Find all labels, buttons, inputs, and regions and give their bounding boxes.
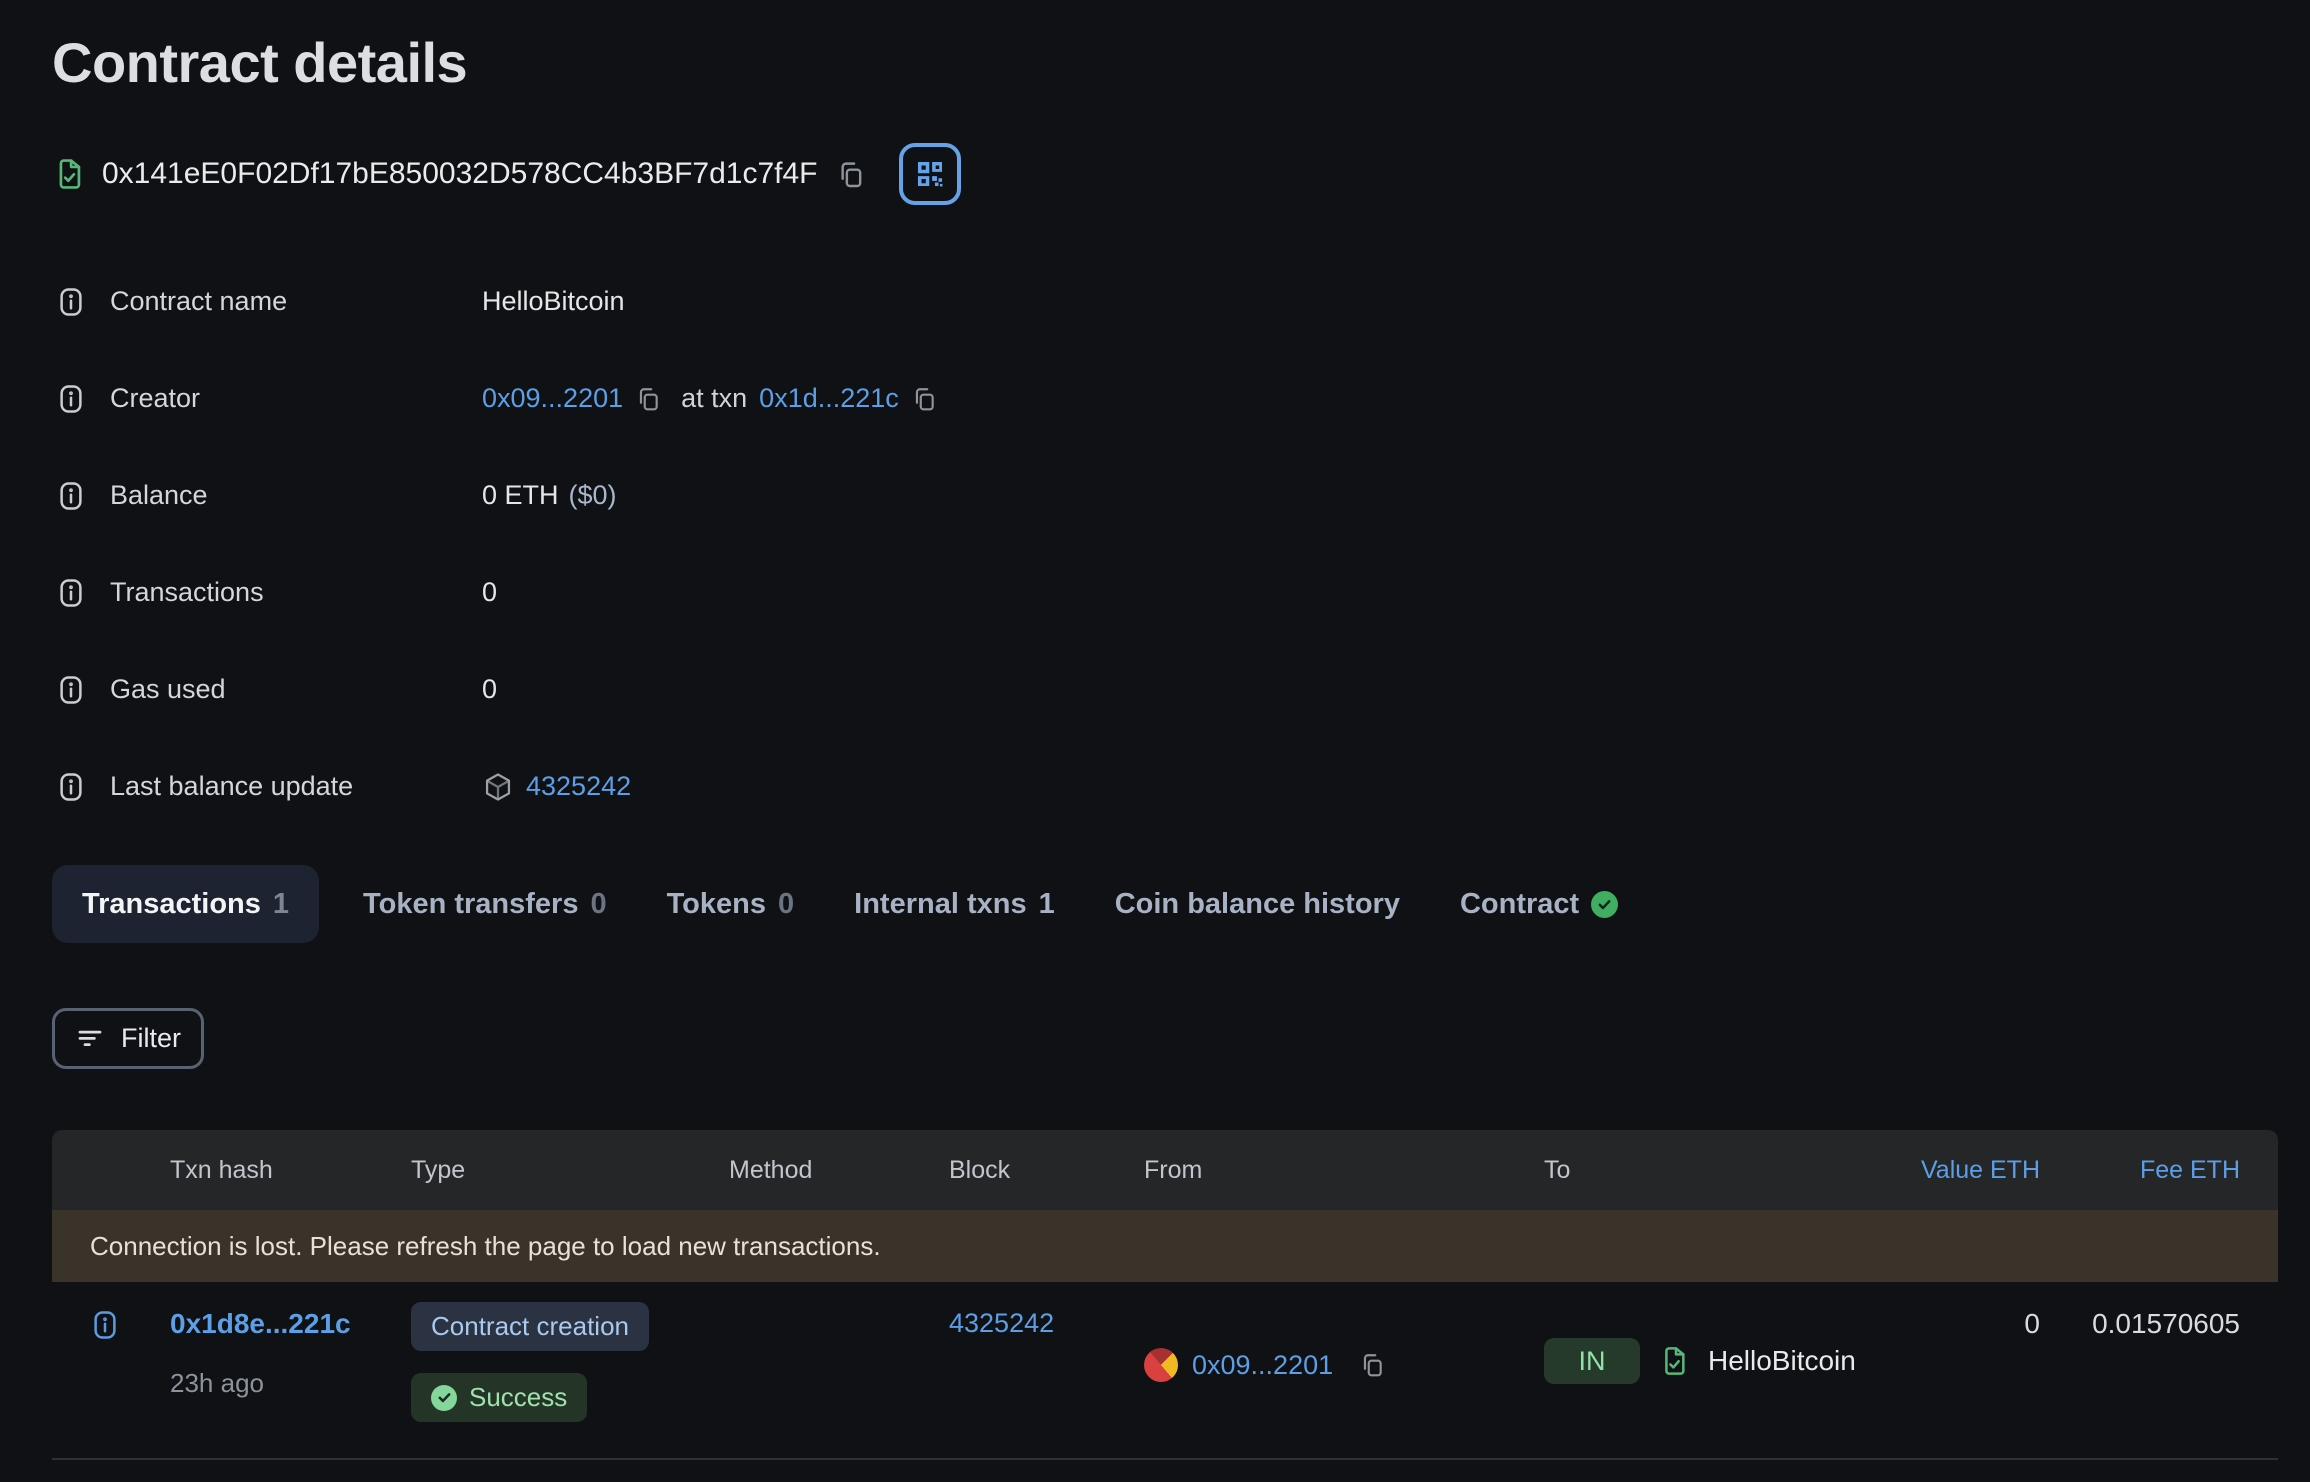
creator-address-link[interactable]: 0x09...2201 — [482, 383, 624, 413]
info-row-transactions: Transactions 0 — [52, 544, 2278, 641]
at-txn-label: at txn — [681, 383, 748, 413]
tab-label: Contract — [1459, 887, 1580, 920]
verified-check-icon — [1591, 890, 1619, 918]
tab-count: 0 — [778, 887, 795, 920]
info-row-creator: Creator 0x09...2201 at txn 0x1d...221c — [52, 350, 2278, 447]
connection-lost-banner: Connection is lost. Please refresh the p… — [52, 1210, 2278, 1282]
filter-button[interactable]: Filter — [52, 1008, 204, 1069]
info-icon[interactable] — [56, 772, 86, 802]
tab-label: Transactions — [82, 887, 261, 920]
from-address-link[interactable]: 0x09...2201 — [1192, 1349, 1334, 1380]
tab-label: Coin balance history — [1114, 887, 1400, 920]
txn-value-cell: 0 — [2024, 1308, 2040, 1339]
contract-info-section: Contract name HelloBitcoin Creator 0x09.… — [52, 253, 2278, 835]
header-to: To — [1544, 1155, 1571, 1184]
header-from: From — [1144, 1155, 1203, 1184]
tab-internal-txns[interactable]: Internal txns 1 — [824, 865, 1085, 943]
filter-label: Filter — [121, 1023, 181, 1053]
txn-type-cell: Contract creation Success — [411, 1282, 729, 1422]
balance-eth: 0 ETH — [482, 480, 559, 510]
info-row-gas-used: Gas used 0 — [52, 641, 2278, 738]
info-icon[interactable] — [56, 481, 86, 511]
last-balance-block-link[interactable]: 4325242 — [526, 771, 632, 801]
label-balance: Balance — [110, 480, 208, 510]
tab-contract[interactable]: Contract — [1430, 865, 1648, 943]
value-creator: 0x09...2201 at txn 0x1d...221c — [482, 383, 937, 414]
label-contract-name: Contract name — [110, 286, 288, 316]
qr-code-button[interactable] — [898, 143, 961, 205]
header-txn-hash: Txn hash — [170, 1155, 273, 1184]
header-fee-eth[interactable]: Fee ETH — [2139, 1155, 2240, 1184]
address-bar: 0x141eE0F02Df17bE850032D578CC4b3BF7d1c7f… — [52, 143, 2278, 205]
contract-file-icon — [52, 157, 86, 191]
status-label: Success — [469, 1382, 568, 1412]
filter-icon — [75, 1024, 105, 1054]
header-method: Method — [729, 1155, 813, 1184]
info-icon[interactable] — [56, 578, 86, 608]
filter-bar: Filter — [52, 1008, 2278, 1069]
header-type: Type — [411, 1155, 466, 1184]
type-badge: Contract creation — [411, 1302, 649, 1351]
transactions-table: Txn hash Type Method Block From To Value… — [52, 1130, 2278, 1460]
tab-label: Internal txns — [854, 887, 1027, 920]
qr-code-icon — [917, 161, 942, 187]
info-icon[interactable] — [56, 384, 86, 414]
info-row-last-balance-update: Last balance update 4325242 — [52, 738, 2278, 835]
label-creator: Creator — [110, 383, 201, 413]
value-balance: 0 ETH ($0) — [482, 480, 617, 511]
tab-bar: Transactions 1 Token transfers 0 Tokens … — [52, 865, 2278, 943]
tab-count: 1 — [272, 887, 290, 920]
table-header-row: Txn hash Type Method Block From To Value… — [52, 1130, 2278, 1210]
info-icon[interactable] — [56, 675, 86, 705]
tab-transactions[interactable]: Transactions 1 — [52, 865, 320, 943]
txn-from-cell: 0x09...2201 — [1144, 1282, 1544, 1422]
info-row-balance: Balance 0 ETH ($0) — [52, 447, 2278, 544]
tab-token-transfers[interactable]: Token transfers 0 — [333, 865, 637, 943]
from-address-avatar — [1144, 1348, 1178, 1382]
label-gas-used: Gas used — [110, 674, 226, 704]
direction-badge: IN — [1544, 1338, 1640, 1384]
txn-hash-cell: 0x1d8e...221c 23h ago — [170, 1282, 411, 1422]
tab-tokens[interactable]: Tokens 0 — [637, 865, 825, 943]
creation-txn-link[interactable]: 0x1d...221c — [759, 383, 899, 413]
page-title: Contract details — [52, 31, 468, 94]
value-gas-used: 0 — [482, 674, 498, 704]
to-name-link[interactable]: HelloBitcoin — [1708, 1345, 1856, 1376]
header-block: Block — [949, 1155, 1011, 1184]
table-row: 0x1d8e...221c 23h ago Contract creation … — [52, 1282, 2278, 1460]
tab-label: Tokens — [666, 887, 766, 920]
tab-label: Token transfers — [363, 887, 579, 920]
txn-age: 23h ago — [170, 1368, 264, 1398]
value-contract-name: HelloBitcoin — [482, 286, 625, 316]
info-row-contract-name: Contract name HelloBitcoin — [52, 253, 2278, 350]
txn-to-cell: IN HelloBitcoin — [1544, 1282, 1880, 1422]
tab-count: 0 — [590, 887, 607, 920]
banner-text: Connection is lost. Please refresh the p… — [90, 1230, 881, 1261]
header-value-eth[interactable]: Value ETH — [1920, 1155, 2040, 1184]
status-badge: Success — [411, 1373, 588, 1422]
success-check-icon — [431, 1384, 457, 1411]
to-contract-icon — [1658, 1345, 1690, 1377]
value-transactions: 0 — [482, 577, 498, 607]
tab-coin-balance-history[interactable]: Coin balance history — [1085, 865, 1430, 943]
copy-from-address-button[interactable] — [1359, 1352, 1385, 1378]
txn-method-cell — [729, 1282, 949, 1422]
txn-info-icon[interactable] — [90, 1282, 170, 1422]
copy-creator-address-button[interactable] — [635, 386, 661, 412]
copy-creation-txn-button[interactable] — [911, 386, 937, 412]
txn-fee-cell: 0.01570605 — [2092, 1308, 2240, 1339]
txn-hash-link[interactable]: 0x1d8e...221c — [170, 1308, 351, 1339]
contract-address: 0x141eE0F02Df17bE850032D578CC4b3BF7d1c7f… — [102, 157, 818, 190]
copy-address-button[interactable] — [836, 160, 865, 189]
value-last-balance-update: 4325242 — [482, 771, 631, 803]
label-last-balance-update: Last balance update — [110, 771, 354, 801]
block-link[interactable]: 4325242 — [949, 1308, 1055, 1338]
block-cube-icon — [482, 771, 514, 803]
tab-count: 1 — [1038, 887, 1055, 920]
txn-block-cell: 4325242 — [949, 1282, 1144, 1422]
info-icon[interactable] — [56, 287, 86, 317]
label-transactions: Transactions — [110, 577, 264, 607]
balance-usd: ($0) — [568, 480, 617, 510]
